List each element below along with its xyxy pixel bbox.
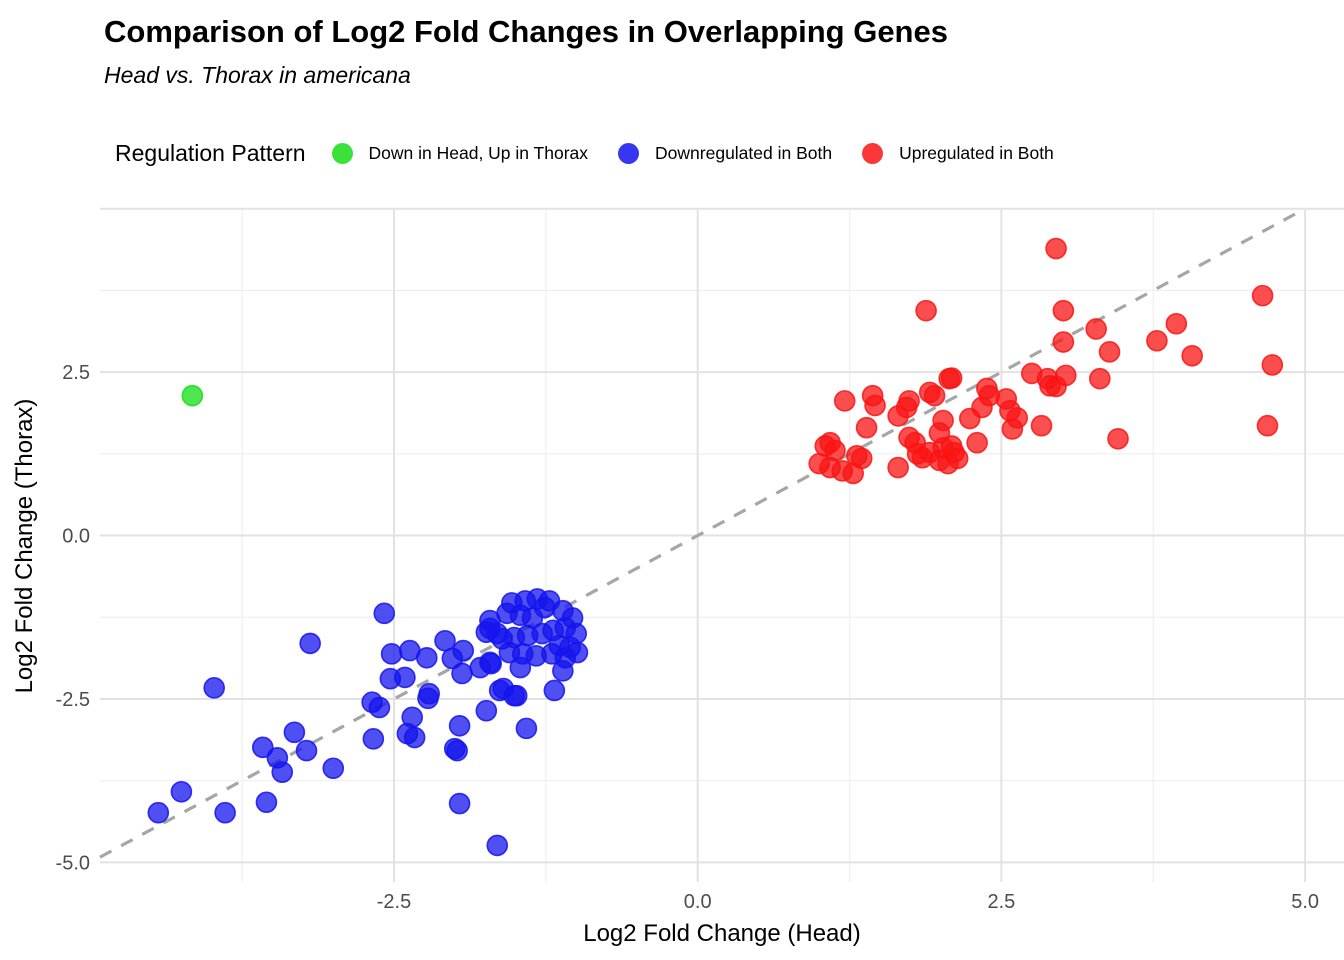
data-point (1030, 414, 1053, 437)
legend: Regulation Pattern Down in Head, Up in T… (115, 131, 1084, 175)
data-point (946, 447, 969, 470)
legend-label: Downregulated in Both (655, 142, 833, 163)
green-dot-swatch-icon (331, 142, 353, 164)
data-point (475, 699, 498, 722)
blue-dot-swatch-icon (618, 142, 640, 164)
data-point (543, 679, 566, 702)
data-point (1036, 367, 1059, 390)
data-point (1001, 418, 1024, 440)
data-point (322, 757, 345, 780)
data-point (181, 384, 204, 407)
data-point (255, 791, 278, 814)
data-point (887, 456, 909, 479)
data-point (503, 684, 526, 707)
data-point (1107, 427, 1129, 450)
legend-item-down-head-up-thorax: Down in Head, Up in Thorax (331, 142, 589, 164)
legend-title: Regulation Pattern (115, 139, 306, 166)
data-point (1045, 237, 1067, 260)
data-point (533, 596, 556, 619)
x-tick-label: 2.5 (988, 891, 1016, 913)
data-point (552, 660, 574, 682)
data-point (448, 714, 471, 737)
data-point (1256, 414, 1279, 437)
data-point (448, 792, 471, 815)
data-point (362, 728, 385, 750)
data-point (480, 652, 502, 675)
data-point (373, 602, 396, 625)
y-tick-label: 2.5 (62, 362, 90, 384)
data-point (842, 462, 865, 485)
data-point (1052, 331, 1075, 353)
data-point (170, 780, 193, 803)
data-point (451, 662, 473, 685)
y-tick-label: 0.0 (62, 526, 90, 548)
data-point (446, 739, 468, 762)
data-point (147, 801, 170, 824)
data-point (833, 390, 856, 412)
data-point (1251, 284, 1274, 307)
data-point (271, 761, 294, 783)
data-point (283, 721, 306, 744)
data-point (940, 367, 963, 389)
data-point (855, 416, 878, 439)
data-point (923, 384, 946, 407)
data-point (959, 407, 981, 430)
data-point (1052, 299, 1075, 322)
x-tick-label: 5.0 (1291, 891, 1319, 913)
y-tick-label: -5.0 (56, 852, 90, 874)
data-point (1089, 367, 1111, 390)
chart-title: Comparison of Log2 Fold Changes in Overl… (104, 14, 948, 49)
x-tick-label: -2.5 (377, 891, 411, 913)
data-point (415, 646, 438, 669)
data-point (295, 739, 318, 762)
x-axis-title: Log2 Fold Change (Head) (583, 920, 861, 947)
data-point (1146, 329, 1168, 352)
data-point (452, 639, 475, 662)
data-point (515, 717, 538, 740)
data-point (887, 405, 909, 427)
data-point (251, 736, 274, 759)
red-dot-swatch-icon (862, 142, 884, 164)
data-point (368, 696, 391, 719)
data-point (203, 677, 225, 699)
x-tick-label: 0.0 (684, 891, 712, 913)
data-point (864, 394, 886, 417)
y-axis-title: Log2 Fold Change (Thorax) (11, 399, 38, 694)
legend-item-downregulated-both: Downregulated in Both (618, 142, 833, 164)
data-point (479, 617, 501, 640)
chart-subtitle: Head vs. Thorax in americana (104, 62, 411, 88)
data-point (214, 801, 236, 824)
data-point (509, 656, 532, 679)
data-point (1261, 354, 1284, 376)
legend-item-upregulated-both: Upregulated in Both (862, 142, 1054, 164)
data-point (486, 834, 509, 857)
data-point (299, 632, 321, 655)
data-point (915, 299, 937, 322)
data-point (394, 666, 416, 689)
data-point (1165, 312, 1188, 335)
data-point (559, 636, 581, 659)
legend-label: Down in Head, Up in Thorax (368, 142, 589, 163)
y-tick-label: -2.5 (56, 689, 90, 711)
data-point (1085, 318, 1107, 340)
data-point (966, 431, 988, 454)
data-point (1181, 344, 1203, 367)
data-point (417, 687, 439, 710)
data-point (396, 722, 419, 745)
data-point (380, 643, 403, 665)
legend-label: Upregulated in Both (899, 142, 1054, 163)
data-point (1098, 341, 1121, 363)
